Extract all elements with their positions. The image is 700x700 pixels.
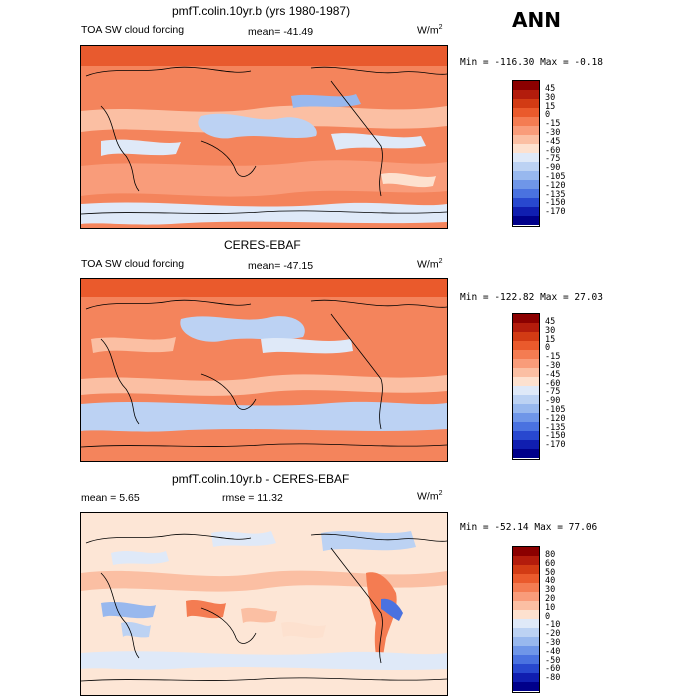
panel2-units: W/m2 bbox=[417, 258, 443, 271]
panel2-minmax: Min = -122.82 Max = 27.03 bbox=[460, 292, 603, 303]
colorbar-level-label: -135 bbox=[545, 422, 566, 433]
colorbar-level-label: -75 bbox=[545, 154, 561, 165]
colorbar-level-label: -30 bbox=[545, 637, 561, 648]
colorbar-level-label: -30 bbox=[545, 360, 561, 371]
colorbar-level-label: 30 bbox=[545, 325, 556, 336]
colorbar-level-label: 60 bbox=[545, 558, 556, 569]
colorbar-level-label: 45 bbox=[545, 317, 556, 327]
colorbar-level-label: -20 bbox=[545, 629, 561, 640]
panel1-variable-label: TOA SW cloud forcing bbox=[81, 24, 185, 36]
colorbar-level-label: 15 bbox=[545, 101, 556, 112]
colorbar-level-label: -45 bbox=[545, 136, 561, 147]
colorbar-level-label: -120 bbox=[545, 413, 566, 424]
panel2-title: CERES-EBAF bbox=[224, 238, 301, 252]
colorbar-level-label: -120 bbox=[545, 180, 566, 191]
colorbar-level-label: 0 bbox=[545, 343, 551, 354]
colorbar-level-label: -40 bbox=[545, 646, 561, 657]
colorbar-level-label: -50 bbox=[545, 655, 561, 666]
colorbar-level-label: 50 bbox=[545, 567, 556, 578]
panel3-title: pmfT.colin.10yr.b - CERES-EBAF bbox=[172, 472, 350, 486]
panel1-title: pmfT.colin.10yr.b (yrs 1980-1987) bbox=[172, 4, 351, 18]
panel1-colorbar bbox=[512, 80, 540, 227]
panel2-mean: mean= -47.15 bbox=[248, 260, 314, 272]
colorbar-level-label: -150 bbox=[545, 198, 566, 209]
colorbar-level-label: -60 bbox=[545, 664, 561, 675]
panel3-colorbar bbox=[512, 546, 540, 693]
panel3-rmse: rmse = 11.32 bbox=[222, 492, 283, 504]
panel3-mean: mean = 5.65 bbox=[81, 492, 140, 504]
season-label: ANN bbox=[512, 8, 561, 32]
colorbar-level-label: -170 bbox=[545, 207, 566, 218]
panel2-map bbox=[80, 278, 448, 462]
colorbar-level-label: -10 bbox=[545, 620, 561, 631]
panel1-mean: mean= -41.49 bbox=[248, 26, 314, 38]
colorbar-level-label: 45 bbox=[545, 84, 556, 94]
panel2-colorbar bbox=[512, 313, 540, 460]
colorbar-level-label: -80 bbox=[545, 673, 561, 684]
panel3-minmax: Min = -52.14 Max = 77.06 bbox=[460, 522, 598, 533]
panel2-colorbar-labels: 45 30 15 0 -15 -30 -45 -60 -75 -90 -105 -120 -135 -15… bbox=[545, 318, 565, 450]
colorbar-level-label: -60 bbox=[545, 378, 561, 389]
colorbar-level-label: 40 bbox=[545, 576, 556, 587]
panel1-minmax: Min = -116.30 Max = -0.18 bbox=[460, 57, 603, 68]
colorbar-level-label: -75 bbox=[545, 387, 561, 398]
colorbar-level-label: -15 bbox=[545, 352, 561, 363]
colorbar-level-label: -170 bbox=[545, 440, 566, 451]
colorbar-level-label: 15 bbox=[545, 334, 556, 345]
panel1-map bbox=[80, 45, 448, 229]
colorbar-level-label: 10 bbox=[545, 602, 556, 613]
colorbar-level-label: -105 bbox=[545, 404, 566, 415]
colorbar-level-label: 80 bbox=[545, 550, 556, 560]
colorbar-level-label: 20 bbox=[545, 593, 556, 604]
colorbar-level-label: -105 bbox=[545, 171, 566, 182]
panel2-variable-label: TOA SW cloud forcing bbox=[81, 258, 185, 270]
panel3-units: W/m2 bbox=[417, 490, 443, 503]
panel3-colorbar-labels: 80 60 50 40 30 20 10 0 -10 -20 -30 -40 -50 -60 -80 bbox=[545, 551, 560, 683]
panel3-map bbox=[80, 512, 448, 696]
colorbar-level-label: -45 bbox=[545, 369, 561, 380]
colorbar-level-label: -90 bbox=[545, 396, 561, 407]
colorbar-level-label: -60 bbox=[545, 145, 561, 156]
panel1-units: W/m2 bbox=[417, 24, 443, 37]
colorbar-level-label: -90 bbox=[545, 163, 561, 174]
colorbar-level-label: 30 bbox=[545, 585, 556, 596]
colorbar-level-label: -30 bbox=[545, 127, 561, 138]
colorbar-level-label: 0 bbox=[545, 611, 551, 622]
colorbar-level-label: -150 bbox=[545, 431, 566, 442]
panel1-colorbar-labels: 45 30 15 0 -15 -30 -45 -60 -75 -90 -105 -120 -135 -15… bbox=[545, 85, 565, 217]
colorbar-level-label: 30 bbox=[545, 92, 556, 103]
colorbar-level-label: -135 bbox=[545, 189, 566, 200]
colorbar-level-label: -15 bbox=[545, 119, 561, 130]
colorbar-level-label: 0 bbox=[545, 110, 551, 121]
